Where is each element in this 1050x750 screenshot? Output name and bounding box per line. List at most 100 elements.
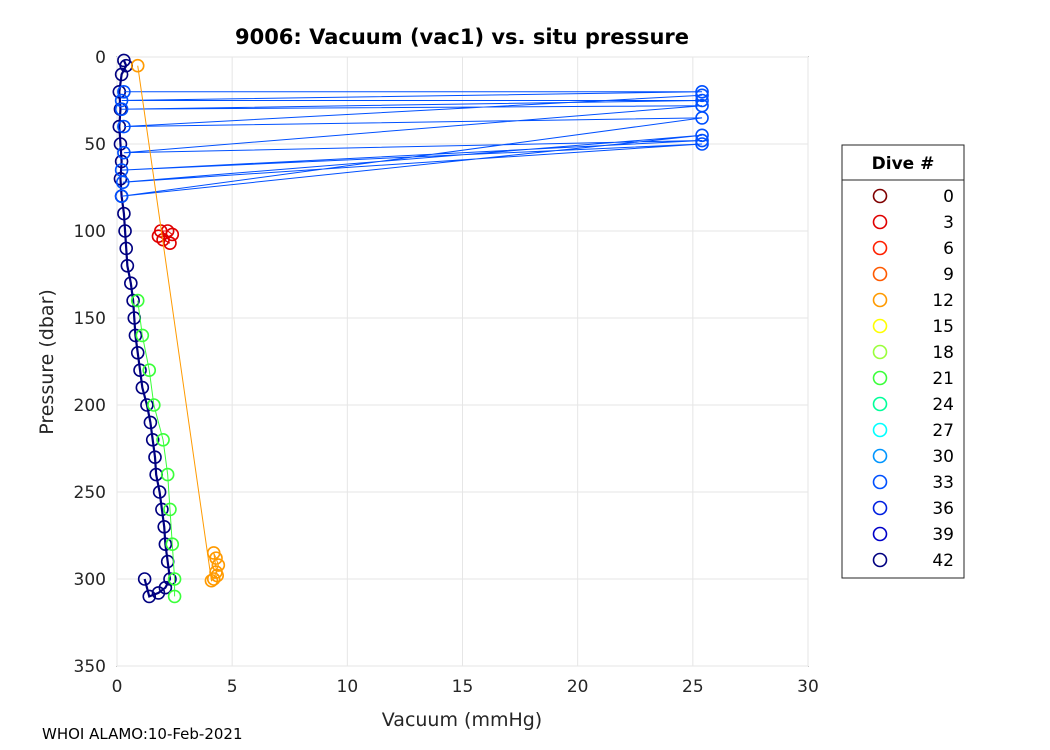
- data-layer: [112, 53, 709, 604]
- y-tick-label: 50: [84, 135, 106, 155]
- legend-entry-label: 24: [932, 395, 954, 415]
- legend-entry-label: 3: [943, 213, 954, 233]
- data-point: [695, 88, 709, 103]
- data-point: [115, 175, 130, 190]
- legend-entry-label: 36: [932, 499, 954, 519]
- legend-entry-label: 15: [932, 317, 954, 337]
- x-tick-label: 25: [682, 677, 704, 697]
- data-point: [157, 519, 172, 534]
- data-point: [145, 432, 160, 447]
- legend-entry-label: 33: [932, 473, 954, 493]
- data-point: [158, 537, 173, 552]
- data-point: [135, 380, 150, 395]
- legend-title: Dive #: [872, 154, 935, 174]
- legend-entry-label: 6: [943, 239, 954, 259]
- legend-marker: [872, 240, 888, 256]
- legend-entry-label: 21: [932, 369, 954, 389]
- data-point: [113, 137, 128, 151]
- data-point: [143, 415, 158, 430]
- data-point: [204, 573, 219, 588]
- y-tick-label: 300: [74, 570, 106, 590]
- legend-entry-label: 27: [932, 421, 954, 441]
- data-point: [114, 93, 129, 108]
- data-point: [695, 128, 709, 143]
- legend-entry-label: 9: [943, 265, 954, 285]
- data-point: [117, 85, 131, 99]
- data-point: [117, 206, 131, 221]
- footer-text: WHOI ALAMO:10-Feb-2021: [42, 725, 243, 743]
- legend-box: [841, 144, 965, 579]
- data-point: [695, 133, 709, 148]
- x-tick-label: 30: [797, 677, 819, 697]
- data-point: [124, 276, 138, 291]
- data-point: [148, 450, 162, 465]
- data-point: [119, 241, 134, 256]
- series-line: [121, 91, 703, 197]
- data-point: [206, 572, 221, 586]
- data-point: [695, 85, 709, 99]
- data-point: [165, 537, 180, 552]
- data-point: [695, 137, 709, 151]
- data-point: [167, 589, 182, 604]
- data-point: [163, 236, 177, 250]
- data-point: [155, 502, 169, 517]
- legend-marker: [872, 188, 888, 204]
- legend-marker: [872, 344, 888, 360]
- data-point: [114, 102, 129, 116]
- data-point: [114, 67, 129, 82]
- x-axis-label: Vacuum (mmHg): [382, 709, 542, 731]
- data-point: [117, 145, 131, 160]
- data-point: [167, 572, 182, 586]
- data-point: [126, 293, 140, 308]
- data-point: [142, 589, 157, 604]
- data-point: [152, 485, 167, 499]
- legend-entry-label: 0: [943, 187, 954, 207]
- data-point: [156, 432, 170, 447]
- legend-marker: [872, 448, 888, 464]
- data-point: [142, 363, 157, 378]
- data-point: [147, 398, 161, 412]
- series-line: [118, 60, 172, 598]
- data-point: [130, 293, 145, 308]
- legend-marker: [872, 318, 888, 334]
- legend-marker: [872, 266, 888, 282]
- data-point: [120, 258, 135, 273]
- legend-entry-label: 12: [932, 291, 954, 311]
- data-point: [130, 345, 145, 360]
- legend-entry-label: 30: [932, 447, 954, 467]
- legend-marker: [872, 292, 888, 308]
- y-tick-label: 0: [95, 48, 106, 68]
- legend-marker: [872, 214, 888, 230]
- y-tick-label: 100: [74, 222, 106, 242]
- data-point: [140, 398, 154, 412]
- data-point: [163, 502, 177, 517]
- legend-marker: [872, 526, 888, 542]
- data-point: [695, 111, 709, 125]
- chart-title: 9006: Vacuum (vac1) vs. situ pressure: [235, 25, 689, 49]
- data-point: [113, 172, 128, 186]
- y-tick-label: 350: [74, 657, 106, 677]
- legend-marker: [872, 396, 888, 412]
- x-tick-label: 0: [112, 677, 123, 697]
- legend-marker: [872, 370, 888, 386]
- legend-entry-label: 42: [932, 551, 954, 571]
- data-point: [137, 572, 152, 586]
- data-point: [211, 558, 226, 572]
- data-point: [206, 546, 221, 560]
- data-point: [160, 467, 175, 482]
- data-point: [151, 229, 166, 244]
- data-point: [117, 119, 131, 134]
- data-point: [114, 154, 129, 169]
- data-point: [151, 586, 166, 600]
- x-tick-label: 10: [337, 677, 359, 697]
- x-tick-label: 20: [567, 677, 589, 697]
- data-point: [133, 363, 147, 378]
- legend-entry-label: 18: [932, 343, 954, 363]
- data-point: [118, 224, 132, 238]
- legend-entry-label: 39: [932, 525, 954, 545]
- legend-marker: [872, 422, 888, 438]
- data-point: [114, 189, 129, 203]
